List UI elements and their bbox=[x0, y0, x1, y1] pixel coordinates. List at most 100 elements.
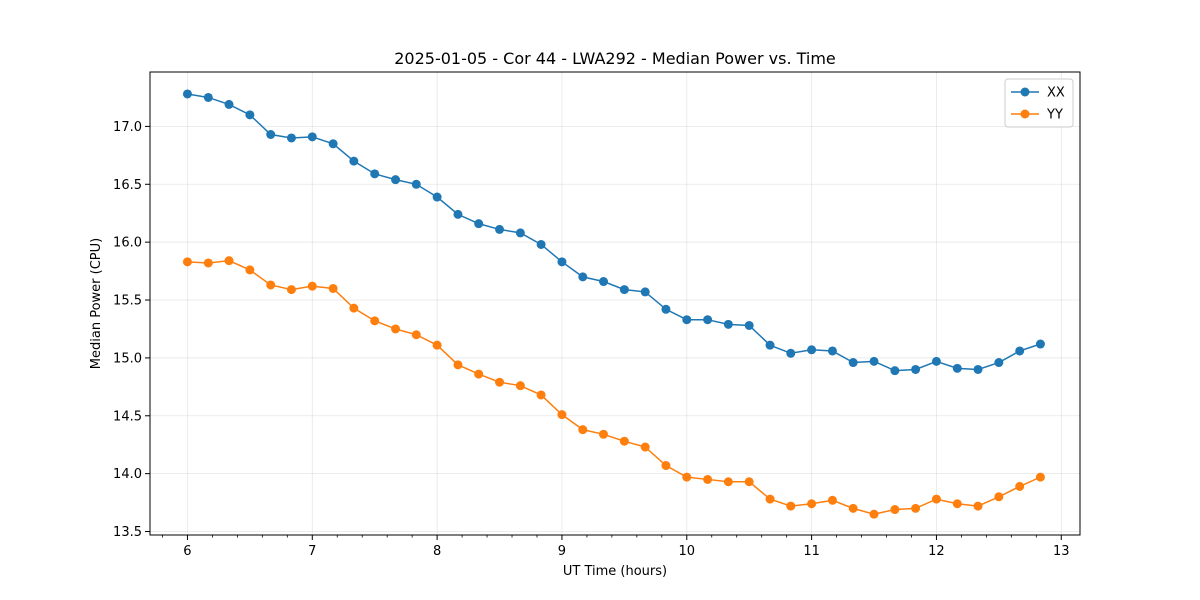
data-point-yy bbox=[890, 505, 900, 515]
data-point-yy bbox=[370, 316, 380, 326]
data-point-xx bbox=[411, 179, 421, 189]
y-tick-label: 15.0 bbox=[113, 351, 142, 366]
data-point-yy bbox=[911, 503, 921, 513]
legend-marker bbox=[1020, 109, 1030, 119]
legend-marker bbox=[1020, 87, 1030, 97]
series-layer bbox=[182, 89, 1045, 519]
data-point-yy bbox=[245, 265, 255, 275]
x-axis-label: UT Time (hours) bbox=[563, 564, 667, 579]
data-point-yy bbox=[827, 495, 837, 505]
data-point-yy bbox=[931, 494, 941, 504]
data-point-xx bbox=[619, 285, 629, 295]
y-axis-label: Median Power (CPU) bbox=[89, 238, 104, 369]
data-point-xx bbox=[723, 319, 733, 329]
legend: XX YY bbox=[1004, 78, 1074, 128]
y-tick-label: 17.0 bbox=[113, 120, 142, 135]
data-point-xx bbox=[1035, 339, 1045, 349]
data-point-yy bbox=[1015, 481, 1025, 491]
data-point-xx bbox=[328, 139, 338, 149]
data-point-yy bbox=[307, 281, 317, 291]
data-point-xx bbox=[890, 366, 900, 376]
plot-frame bbox=[149, 71, 1081, 536]
data-point-xx bbox=[952, 363, 962, 373]
data-point-yy bbox=[349, 303, 359, 313]
data-point-yy bbox=[432, 340, 442, 350]
data-point-yy bbox=[515, 381, 525, 391]
y-tick-label: 14.5 bbox=[113, 409, 142, 424]
data-point-yy bbox=[391, 324, 401, 334]
data-point-yy bbox=[578, 425, 588, 435]
data-point-xx bbox=[266, 130, 276, 140]
data-point-yy bbox=[203, 258, 213, 268]
data-point-xx bbox=[682, 315, 692, 325]
data-point-xx bbox=[599, 277, 609, 287]
series-yy bbox=[182, 256, 1045, 519]
data-point-yy bbox=[619, 436, 629, 446]
x-tick-label: 11 bbox=[803, 544, 820, 559]
data-point-yy bbox=[536, 390, 546, 400]
y-tick-label: 13.5 bbox=[113, 525, 142, 540]
data-point-yy bbox=[952, 499, 962, 509]
data-point-yy bbox=[453, 360, 463, 370]
data-point-xx bbox=[495, 224, 505, 234]
x-tick-label: 7 bbox=[308, 544, 316, 559]
x-tick-label: 8 bbox=[433, 544, 441, 559]
data-point-xx bbox=[1015, 346, 1025, 356]
data-point-xx bbox=[827, 346, 837, 356]
data-point-yy bbox=[474, 369, 484, 379]
data-point-xx bbox=[578, 272, 588, 282]
data-point-xx bbox=[245, 110, 255, 120]
chart-title: 2025-01-05 - Cor 44 - LWA292 - Median Po… bbox=[394, 49, 836, 68]
data-point-xx bbox=[182, 89, 192, 99]
data-point-xx bbox=[203, 92, 213, 102]
data-point-yy bbox=[703, 474, 713, 484]
y-tick-label: 15.5 bbox=[113, 294, 142, 309]
grid-layer bbox=[150, 72, 1080, 535]
ticks-layer: 6 7 8 9 10 11 12 13 13.5 14.0 14.5 15.0 15.5 16.0 16.5… bbox=[113, 120, 1070, 559]
series-xx bbox=[182, 89, 1045, 376]
data-point-xx bbox=[349, 156, 359, 166]
data-point-xx bbox=[744, 320, 754, 330]
y-tick-label: 14.0 bbox=[113, 467, 142, 482]
data-point-yy bbox=[286, 285, 296, 295]
data-point-xx bbox=[536, 239, 546, 249]
data-point-xx bbox=[224, 99, 234, 109]
data-point-yy bbox=[411, 330, 421, 340]
data-point-yy bbox=[599, 429, 609, 439]
data-point-yy bbox=[973, 501, 983, 511]
data-point-yy bbox=[744, 477, 754, 487]
data-point-xx bbox=[931, 356, 941, 366]
legend-item-yy: YY bbox=[1011, 108, 1063, 123]
data-point-xx bbox=[432, 192, 442, 202]
data-point-xx bbox=[807, 345, 817, 355]
data-point-yy bbox=[723, 477, 733, 487]
data-point-yy bbox=[557, 410, 567, 420]
data-point-xx bbox=[391, 175, 401, 185]
x-tick-label: 6 bbox=[183, 544, 191, 559]
data-point-xx bbox=[453, 209, 463, 219]
legend-label: YY bbox=[1046, 108, 1063, 123]
legend-label: XX bbox=[1047, 86, 1065, 101]
data-point-yy bbox=[765, 494, 775, 504]
data-point-xx bbox=[370, 169, 380, 179]
x-tick-label: 10 bbox=[679, 544, 696, 559]
data-point-yy bbox=[994, 492, 1004, 502]
x-tick-label: 9 bbox=[558, 544, 566, 559]
data-point-yy bbox=[807, 499, 817, 509]
data-point-yy bbox=[640, 442, 650, 452]
x-tick-label: 12 bbox=[928, 544, 945, 559]
data-point-yy bbox=[328, 283, 338, 293]
data-point-yy bbox=[786, 501, 796, 511]
data-point-xx bbox=[765, 340, 775, 350]
data-point-yy bbox=[495, 377, 505, 387]
y-tick-label: 16.0 bbox=[113, 236, 142, 251]
data-point-xx bbox=[869, 356, 879, 366]
data-point-xx bbox=[994, 358, 1004, 368]
data-point-xx bbox=[515, 228, 525, 238]
legend-item-xx: XX bbox=[1011, 86, 1065, 101]
data-point-xx bbox=[661, 304, 671, 314]
data-point-yy bbox=[1035, 472, 1045, 482]
data-point-xx bbox=[474, 219, 484, 229]
data-point-yy bbox=[182, 257, 192, 267]
